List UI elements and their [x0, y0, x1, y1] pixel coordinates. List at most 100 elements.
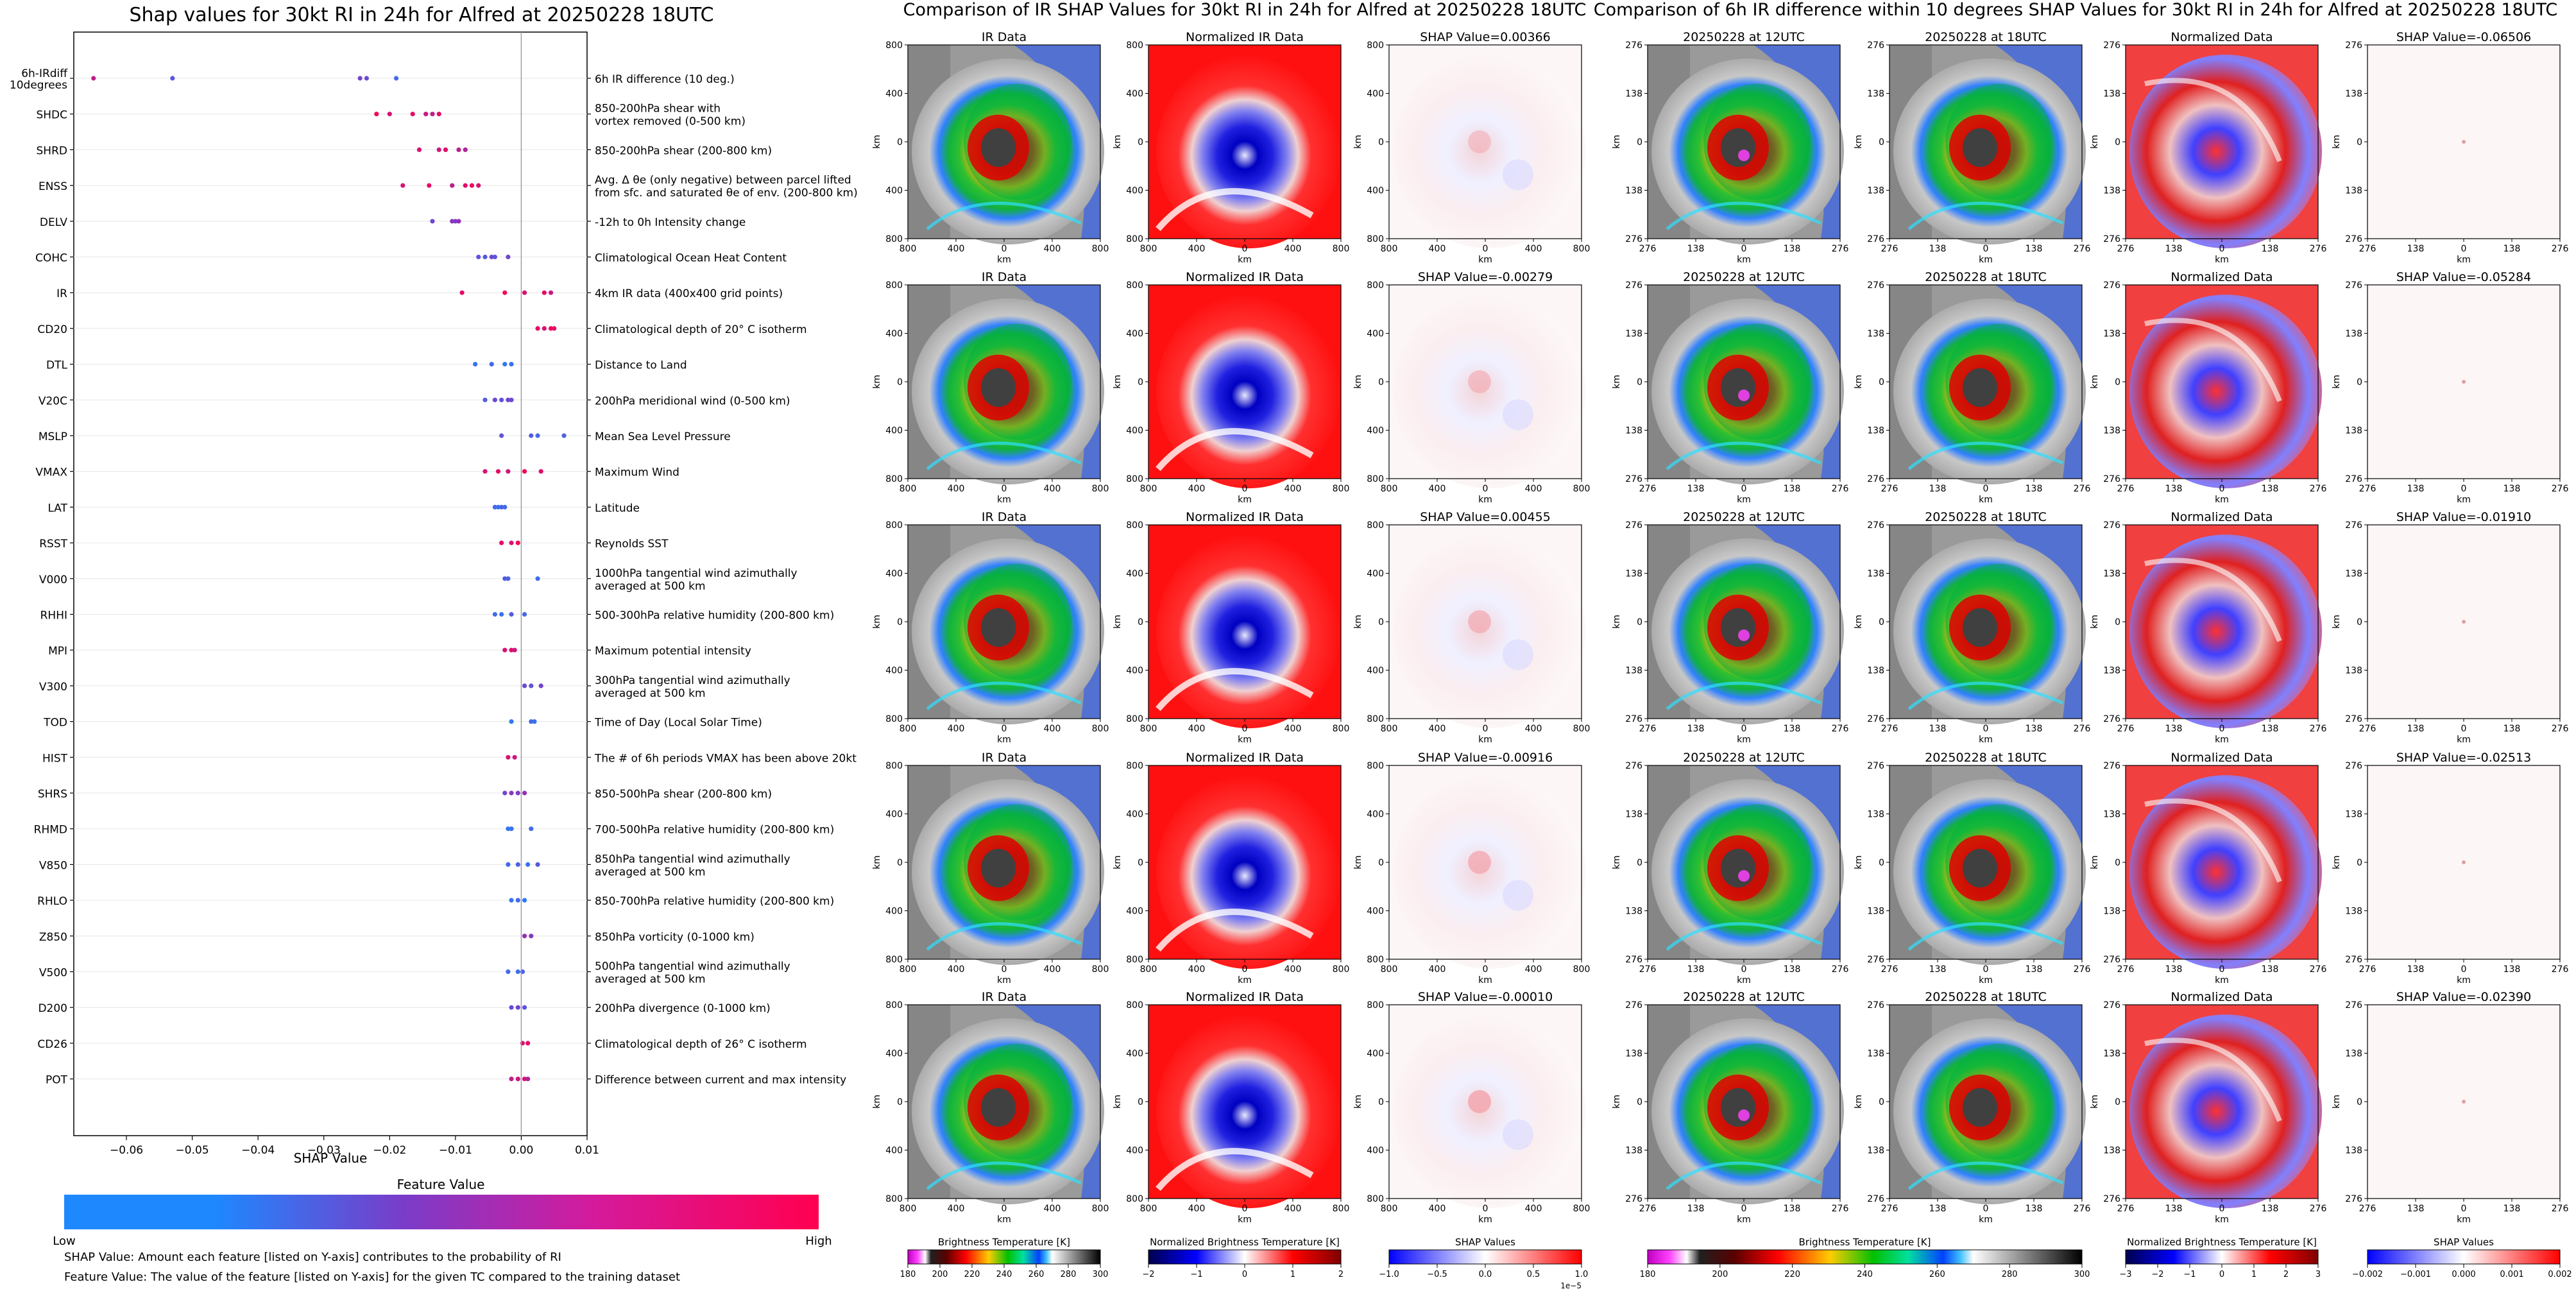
- y-tick-label: 400: [885, 666, 903, 676]
- x-tick-label: 0: [1983, 484, 1989, 494]
- shap-point: [535, 326, 540, 331]
- y-tick-label: 276: [1867, 1000, 1884, 1011]
- feature-colorbar: [64, 1195, 819, 1229]
- feature-description-label: 4km IR data (400x400 grid points): [595, 287, 783, 300]
- shap-center-dot: [2462, 1100, 2466, 1104]
- colorbar-tick-label: 200: [1712, 1270, 1728, 1279]
- y-tick-label: 138: [1867, 329, 1884, 339]
- y-tick-label: 800: [1126, 40, 1143, 51]
- cyclone-eye-region: [981, 848, 1016, 888]
- y-tick-label: 0: [2115, 858, 2120, 868]
- feature-description-label: Time of Day (Local Solar Time): [594, 717, 762, 730]
- eye-magenta: [1738, 870, 1750, 882]
- shap-point: [542, 290, 547, 295]
- normalized-cloud: [1156, 534, 1341, 729]
- x-axis-label: km: [2457, 1215, 2471, 1225]
- middle-title: Comparison of IR SHAP Values for 30kt RI…: [903, 0, 1587, 20]
- shap-point: [522, 469, 527, 474]
- spiral-band: [926, 441, 1082, 470]
- x-tick-label: 800: [1381, 724, 1398, 734]
- x-tick-label: 138: [2503, 1204, 2521, 1214]
- x-axis-label: km: [1238, 975, 1252, 986]
- y-tick-label: 800: [885, 520, 903, 531]
- colorbar-tick-label: 200: [932, 1270, 948, 1279]
- y-axis-label: km: [2332, 855, 2342, 869]
- normalized-cloud: [1156, 295, 1341, 489]
- feature-description-label: Maximum potential intensity: [595, 645, 751, 658]
- x-tick-label: 276: [1639, 484, 1657, 494]
- panel-title: SHAP Value=-0.00010: [1418, 990, 1553, 1004]
- y-axis-label: km: [872, 375, 882, 389]
- x-tick-label: 276: [2074, 724, 2091, 734]
- x-tick-label: 0: [1242, 1204, 1248, 1214]
- colorbar: [1148, 1249, 1342, 1265]
- colorbar-tick-label: 240: [996, 1270, 1012, 1279]
- x-tick-label: 800: [1573, 1204, 1591, 1214]
- y-tick-label: 276: [2103, 1000, 2120, 1011]
- y-tick-label: 800: [885, 474, 903, 484]
- shap-point: [522, 611, 527, 617]
- colorbar-tick-label: −1.0: [1379, 1270, 1399, 1279]
- feature-description-label: Reynolds SST: [595, 538, 669, 551]
- x-tick-label: 138: [1687, 484, 1705, 494]
- feature-description-label: The # of 6h periods VMAX has been above …: [594, 752, 857, 765]
- y-tick-label: 400: [1126, 426, 1143, 436]
- feature-description-label: Avg. Δ θe (only negative) between parcel…: [595, 174, 858, 200]
- x-axis-label: km: [1737, 1215, 1751, 1225]
- panel-title: IR Data: [982, 751, 1027, 765]
- x-tick-label: 400: [948, 484, 965, 494]
- y-tick-label: 800: [885, 234, 903, 244]
- x-tick-label: 400: [1525, 484, 1542, 494]
- cyclone-eye-region: [981, 368, 1016, 407]
- y-tick-label: 138: [2345, 1049, 2362, 1059]
- y-tick-label: 800: [1126, 761, 1143, 771]
- y-tick-label: 276: [1625, 474, 1642, 484]
- y-tick-label: 0: [1879, 617, 1884, 627]
- x-tick-label: 138: [2026, 1204, 2043, 1214]
- panel-title: 20250228 at 12UTC: [1683, 270, 1805, 284]
- x-tick-label: 138: [2262, 484, 2279, 494]
- y-tick-label: 400: [1367, 907, 1384, 917]
- cyclone-eye-region: [1963, 1088, 1997, 1127]
- x-tick-label: 800: [1573, 724, 1591, 734]
- feature-code-label: CD20: [37, 323, 67, 336]
- y-tick-label: 800: [1367, 40, 1384, 51]
- spiral-band: [1907, 1161, 2064, 1190]
- y-axis-label: km: [1353, 1095, 1363, 1109]
- y-tick-label: 138: [2345, 666, 2362, 676]
- y-tick-label: 400: [1367, 666, 1384, 676]
- x-axis-label: km: [1737, 975, 1751, 986]
- shap-point: [459, 290, 465, 295]
- panel-title: Normalized Data: [2171, 270, 2273, 284]
- feature-description-label: Difference between current and max inten…: [595, 1074, 846, 1087]
- panel-title: SHAP Value=-0.02513: [2396, 751, 2531, 765]
- x-tick-label: 276: [1881, 244, 1898, 254]
- x-tick-label: 400: [1284, 244, 1302, 254]
- shap-map-field: [1393, 1014, 1585, 1209]
- feature-code-label: COHC: [35, 252, 67, 265]
- y-tick-label: 138: [2345, 810, 2362, 820]
- shap-point: [512, 755, 517, 760]
- normalized-cloud: [1156, 775, 1341, 969]
- shap-hotspot-red: [1468, 130, 1491, 153]
- normalized-diff-field: [2129, 1014, 2322, 1209]
- normalized-cloud: [1156, 1014, 1341, 1209]
- y-tick-label: 138: [1625, 1146, 1642, 1156]
- y-tick-label: 400: [885, 329, 903, 339]
- y-tick-label: 276: [1625, 955, 1642, 965]
- panel-title: IR Data: [982, 510, 1027, 524]
- feature-description-label: 850-500hPa shear (200-800 km): [595, 788, 772, 801]
- x-tick-label: 0: [1983, 1204, 1989, 1214]
- x-tick-label: 800: [900, 964, 917, 975]
- x-tick-label: 138: [2026, 244, 2043, 254]
- y-axis-label: km: [1353, 135, 1363, 149]
- x-tick-label: 800: [1573, 244, 1591, 254]
- x-tick-label: 0: [1483, 1204, 1488, 1214]
- normalized-cloud: [1156, 55, 1341, 249]
- x-tick-label: 138: [1784, 244, 1801, 254]
- y-tick-label: 800: [885, 761, 903, 771]
- x-tick-label: 138: [1687, 244, 1705, 254]
- spiral-band-white: [2144, 798, 2282, 883]
- colorbar-tick-label: 260: [1028, 1270, 1045, 1279]
- shap-point: [430, 219, 435, 224]
